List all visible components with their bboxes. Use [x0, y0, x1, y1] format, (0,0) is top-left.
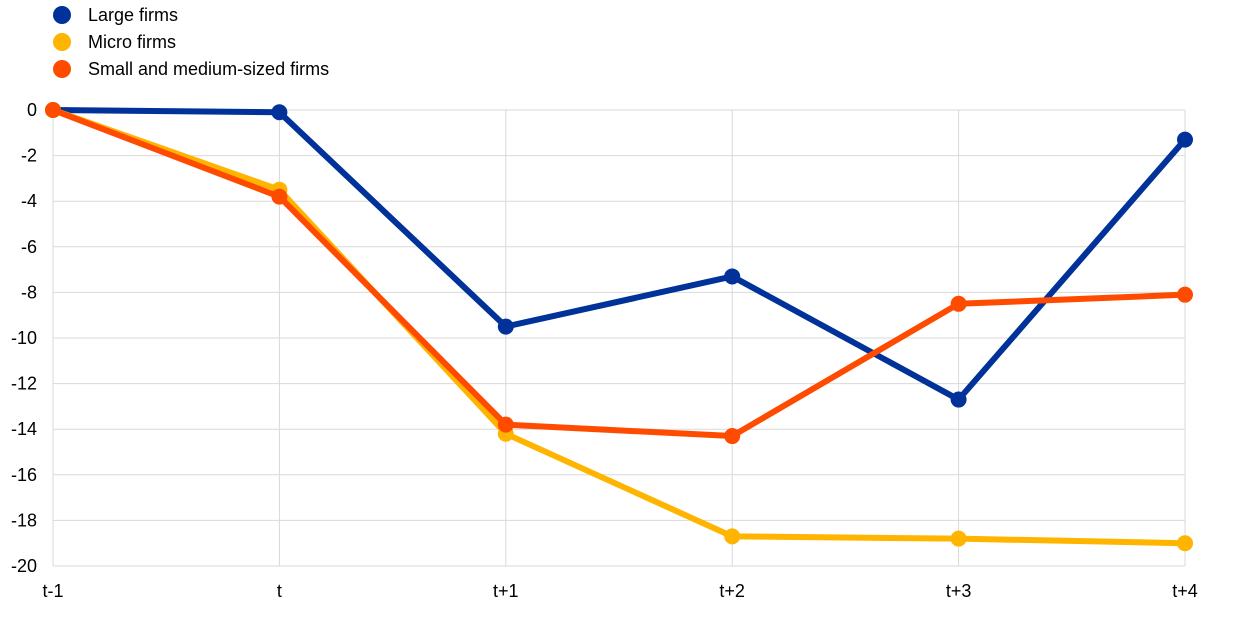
data-point	[1177, 535, 1193, 552]
data-point	[950, 295, 967, 312]
y-tick-label: -12	[11, 374, 37, 394]
data-point	[271, 188, 288, 205]
x-tick-label: t+4	[1172, 581, 1198, 601]
legend-item: Large firms	[53, 5, 178, 25]
data-point	[950, 530, 967, 547]
axes: 0 -2 -4 -6 -8 -10 -12 -14 -16 -18 -20t-1 t t+1 t+2 t+3…	[11, 100, 1198, 601]
y-tick-label: -18	[11, 510, 37, 530]
x-tick-label: t-1	[42, 581, 63, 601]
data-point	[1177, 131, 1193, 148]
data-point	[45, 102, 61, 118]
data-point	[497, 416, 514, 433]
legend-marker-icon	[53, 60, 71, 78]
grid	[52, 109, 1186, 567]
data-point	[497, 318, 514, 335]
y-tick-label: -6	[21, 237, 37, 257]
x-tick-label: t+1	[493, 581, 519, 601]
legend-item: Micro firms	[53, 32, 176, 52]
legend-marker-icon	[53, 33, 71, 51]
data-point	[724, 268, 741, 285]
series-small-and-medium-sized-firms	[45, 102, 1193, 445]
series-line	[50, 107, 1188, 440]
legend-label: Small and medium-sized firms	[88, 59, 329, 79]
data-point	[1177, 286, 1193, 303]
x-tick-label: t+2	[719, 581, 745, 601]
series-line	[50, 107, 1188, 547]
data-point	[950, 391, 967, 408]
y-tick-label: -14	[11, 419, 37, 439]
y-tick-label: -8	[21, 282, 37, 302]
x-tick-label: t	[277, 581, 282, 601]
data-point	[271, 104, 288, 121]
series-large-firms	[45, 102, 1193, 408]
y-tick-label: -4	[21, 191, 37, 211]
y-tick-label: -10	[11, 328, 37, 348]
y-tick-label: -20	[11, 556, 37, 576]
data-point	[724, 528, 741, 545]
y-tick-label: -2	[21, 146, 37, 166]
legend-item: Small and medium-sized firms	[53, 59, 329, 79]
data-point	[724, 428, 741, 445]
series-line	[50, 107, 1188, 403]
y-tick-label: -16	[11, 465, 37, 485]
legend-label: Micro firms	[88, 32, 176, 52]
legend-marker-icon	[53, 6, 71, 24]
y-tick-label: 0	[27, 100, 37, 120]
series-layer	[45, 102, 1193, 552]
x-tick-label: t+3	[946, 581, 972, 601]
legend: Large firms Micro firms Small and medium-s…	[53, 5, 329, 79]
legend-label: Large firms	[88, 5, 178, 25]
